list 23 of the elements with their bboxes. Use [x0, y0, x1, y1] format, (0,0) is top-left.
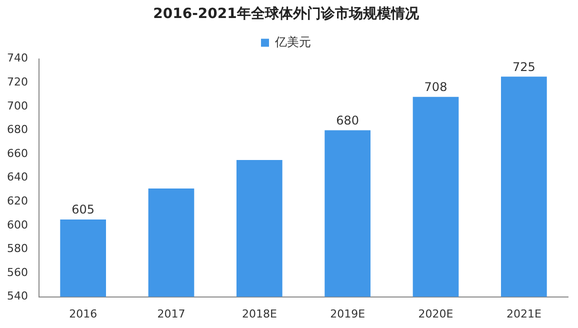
y-tick-label: 600 — [6, 218, 28, 232]
y-tick-label: 620 — [6, 194, 28, 208]
y-tick-label: 580 — [6, 242, 28, 256]
x-tick-label: 2021E — [506, 307, 542, 320]
x-tick-label: 2018E — [242, 307, 277, 320]
y-tick-label: 640 — [6, 170, 28, 184]
chart-title: 2016-2021年全球体外门诊市场规模情况 — [153, 5, 420, 22]
data-label: 680 — [336, 113, 360, 128]
legend-label: 亿美元 — [274, 34, 311, 49]
y-tick-label: 720 — [6, 75, 28, 88]
x-tick-label: 2020E — [418, 307, 454, 320]
data-label: 708 — [424, 80, 448, 94]
y-tick-label: 680 — [6, 123, 28, 136]
x-tick-label: 2019E — [330, 307, 366, 320]
y-tick-label: 660 — [6, 146, 28, 160]
data-label: 725 — [512, 60, 536, 74]
x-tick-label: 2017 — [157, 307, 186, 320]
y-tick-label: 740 — [6, 52, 28, 65]
x-tick-label: 2016 — [69, 307, 98, 320]
y-tick-label: 540 — [6, 290, 28, 303]
data-label: 605 — [72, 202, 95, 217]
y-tick-label: 700 — [6, 99, 28, 112]
y-tick-label: 560 — [6, 266, 28, 279]
